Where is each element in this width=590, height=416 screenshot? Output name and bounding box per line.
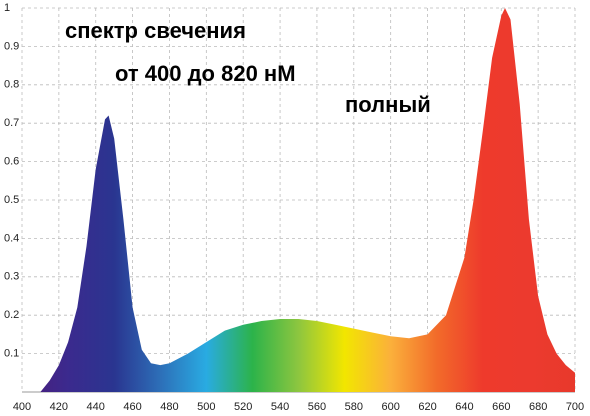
x-tick-label: 620: [418, 401, 436, 413]
x-tick-label: 700: [566, 401, 584, 413]
y-tick-label: 0.3: [4, 271, 19, 283]
x-tick-label: 400: [13, 401, 31, 413]
x-tick-label: 580: [345, 401, 363, 413]
x-tick-label: 520: [234, 401, 252, 413]
x-tick-label: 460: [123, 401, 141, 413]
x-tick-label: 640: [455, 401, 473, 413]
x-tick-label: 660: [492, 401, 510, 413]
x-tick-label: 600: [381, 401, 399, 413]
chart-title: спектр свечения: [65, 18, 246, 43]
y-tick-label: 0.6: [4, 156, 19, 168]
x-tick-label: 480: [160, 401, 178, 413]
y-tick-label: 0.4: [4, 232, 19, 244]
x-tick-label: 440: [87, 401, 105, 413]
x-tick-label: 680: [529, 401, 547, 413]
x-tick-label: 420: [50, 401, 68, 413]
y-tick-label: 1: [4, 2, 10, 14]
chart-subtitle: от 400 до 820 нМ: [115, 61, 296, 86]
annotation: полный: [345, 92, 431, 117]
y-tick-label: 0.5: [4, 194, 19, 206]
y-tick-label: 0.1: [4, 348, 19, 360]
y-tick-label: 0.9: [4, 40, 19, 52]
x-tick-label: 500: [197, 401, 215, 413]
spectrum-area: [40, 8, 575, 392]
y-tick-label: 0.7: [4, 117, 19, 129]
y-tick-label: 0.2: [4, 309, 19, 321]
y-tick-label: 0.8: [4, 79, 19, 91]
x-tick-label: 560: [308, 401, 326, 413]
x-tick-label: 540: [271, 401, 289, 413]
